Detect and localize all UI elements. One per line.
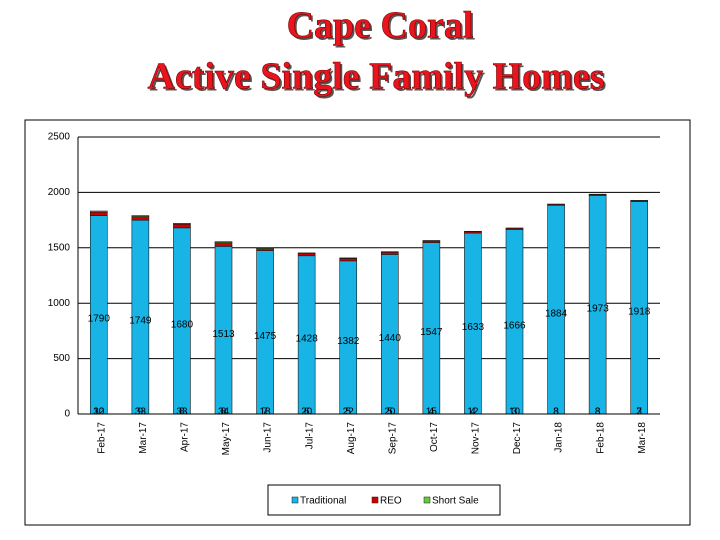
data-label: 32 [93,407,105,418]
data-label: 3 [636,407,642,418]
y-tick-label: 0 [64,409,70,420]
y-tick-label: 1000 [48,298,71,309]
bar-segment [173,223,191,229]
x-tick-label: Nov-17 [471,422,482,455]
data-label: 20 [384,407,396,418]
legend-label: Traditional [300,496,346,507]
data-label: 1749 [129,316,152,327]
data-label: 7 [262,407,268,418]
y-tick-label: 2500 [48,132,71,143]
bar-segment [380,251,399,253]
data-label: 34 [218,407,230,418]
x-tick-label: Mar-18 [637,422,648,454]
y-tick-label: 500 [53,353,70,364]
data-label: 1428 [296,334,319,345]
data-label: 10 [93,407,105,418]
bar-segment [339,257,358,259]
data-label: 8 [595,407,601,418]
chart-title: Cape Coral [287,5,474,47]
bar-segment [256,247,274,249]
data-label: 4 [470,407,476,418]
bar-segment [214,241,233,243]
bar-segment [173,223,191,225]
data-label: 1973 [587,303,610,314]
legend-box [267,484,501,516]
bar-segment [297,253,316,257]
legend-label: REO [380,496,402,507]
data-label: 1884 [545,308,568,319]
bar-segment [380,251,399,255]
data-label: 8 [553,407,559,418]
legend-swatch [371,496,379,504]
x-tick-label: Mar-17 [138,422,149,454]
data-label: 8 [179,407,185,418]
data-label: 15 [426,407,438,418]
data-label: 22 [343,407,355,418]
data-label: 10 [509,407,521,418]
data-label: 3 [512,407,518,418]
data-label: 7 [636,407,642,418]
data-label: 1513 [212,329,235,340]
bar-segment [214,242,233,247]
data-label: 20 [301,407,313,418]
bar-segment [297,252,316,254]
legend-swatch [291,496,299,504]
bar-segment [131,215,150,217]
data-label: 8 [221,407,227,418]
data-label: 1440 [379,333,402,344]
data-label: 12 [467,407,479,418]
legend-swatch [423,496,431,504]
data-label: 9 [138,407,144,418]
x-tick-label: Oct-17 [429,422,440,452]
data-label: 33 [176,407,188,418]
x-tick-label: Apr-17 [180,422,191,452]
data-label: 1666 [503,320,526,331]
bar-segment [89,211,108,216]
data-label: 1680 [171,320,194,331]
x-tick-label: Sep-17 [387,422,398,455]
x-tick-label: Feb-17 [96,422,107,454]
y-tick-label: 1500 [48,242,71,253]
x-tick-label: Dec-17 [512,422,523,455]
data-label: 1382 [337,336,360,347]
data-label: 4 [429,407,435,418]
bar-segment [339,258,358,262]
x-tick-label: Jul-17 [304,422,315,450]
x-tick-label: Jan-18 [554,422,565,453]
data-label: 5 [345,407,351,418]
x-tick-label: Feb-18 [595,422,606,454]
bar-segment [89,210,108,213]
chart-frame [24,119,691,526]
data-label: 33 [135,407,147,418]
data-label: 18 [260,407,272,418]
data-label: 6 [304,407,310,418]
data-label: 1633 [462,322,485,333]
data-label: 1475 [254,331,277,342]
y-tick-label: 2000 [48,187,71,198]
data-label: 5 [387,407,393,418]
data-label: 1790 [88,313,111,324]
bar-segment [131,216,150,221]
x-tick-label: Jun-17 [263,422,274,453]
data-label: 3 [553,407,559,418]
data-label: 1918 [628,306,651,317]
data-label: 3 [595,407,601,418]
legend-label: Short Sale [432,496,479,507]
chart-subtitle: Active Single Family Homes [148,56,605,98]
x-tick-label: May-17 [221,422,232,456]
x-tick-label: Aug-17 [346,422,357,455]
data-label: 1547 [420,327,443,338]
title-shadow: Cape Coral [289,7,476,49]
title-shadow: Active Single Family Homes [150,58,607,100]
